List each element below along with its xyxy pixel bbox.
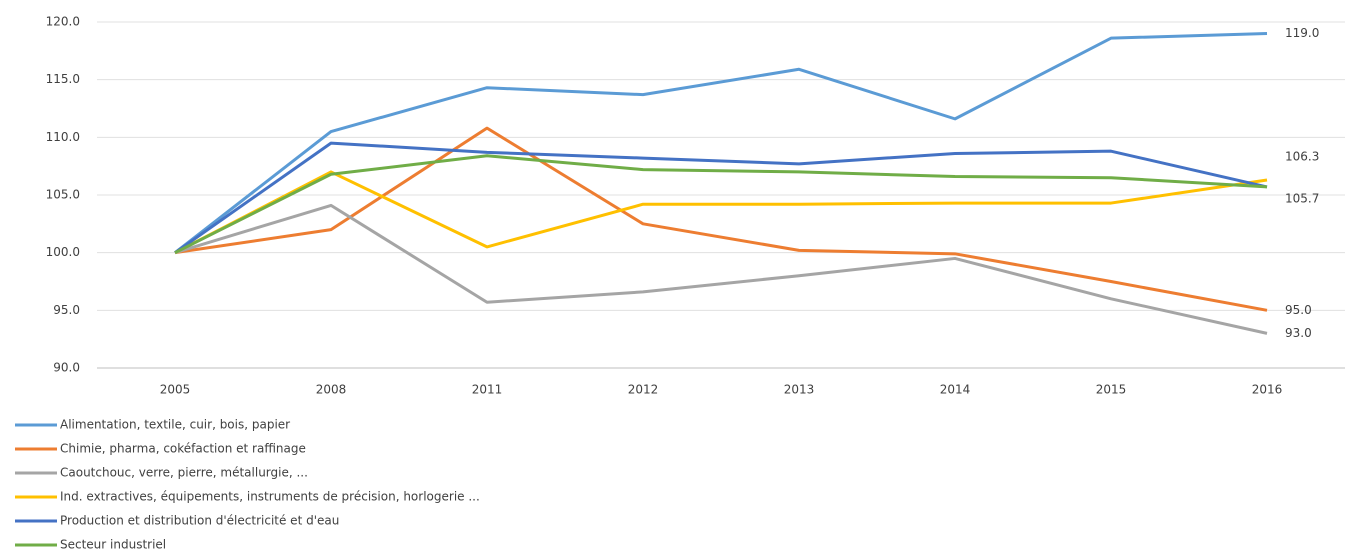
y-tick-label: 115.0 [46,72,80,86]
x-tick-label: 2005 [160,383,191,397]
legend-label: Production et distribution d'électricité… [60,514,339,528]
y-tick-label: 90.0 [53,361,80,375]
line [174,170,1268,254]
y-tick-label: 100.0 [46,245,80,259]
y-tick-label: 120.0 [46,15,80,29]
legend-label: Caoutchouc, verre, pierre, métallurgie, … [60,466,308,480]
data-label: 95.0 [1285,303,1312,317]
y-tick-label: 110.0 [46,130,80,144]
line [174,141,1268,254]
x-tick-label: 2013 [784,383,815,397]
data-label: 93.0 [1285,326,1312,340]
line [174,154,1268,255]
line [174,32,1268,254]
y-tick-label: 95.0 [53,303,80,317]
y-tick-label: 105.0 [46,188,80,202]
data-label: 106.3 [1285,150,1319,164]
x-tick-label: 2015 [1096,383,1127,397]
line [174,203,1268,335]
x-tick-label: 2014 [940,383,971,397]
x-tick-label: 2016 [1252,383,1283,397]
legend-label: Ind. extractives, équipements, instrumen… [60,490,480,504]
legend-label: Secteur industriel [60,538,166,552]
x-tick-label: 2011 [472,383,503,397]
data-label: 119.0 [1285,26,1319,40]
line [174,126,1268,312]
legend-label: Alimentation, textile, cuir, bois, papie… [60,418,290,432]
data-label: 105.7 [1285,191,1319,205]
x-tick-label: 2008 [316,383,347,397]
x-tick-label: 2012 [628,383,659,397]
legend-label: Chimie, pharma, cokéfaction et raffinage [60,442,306,456]
